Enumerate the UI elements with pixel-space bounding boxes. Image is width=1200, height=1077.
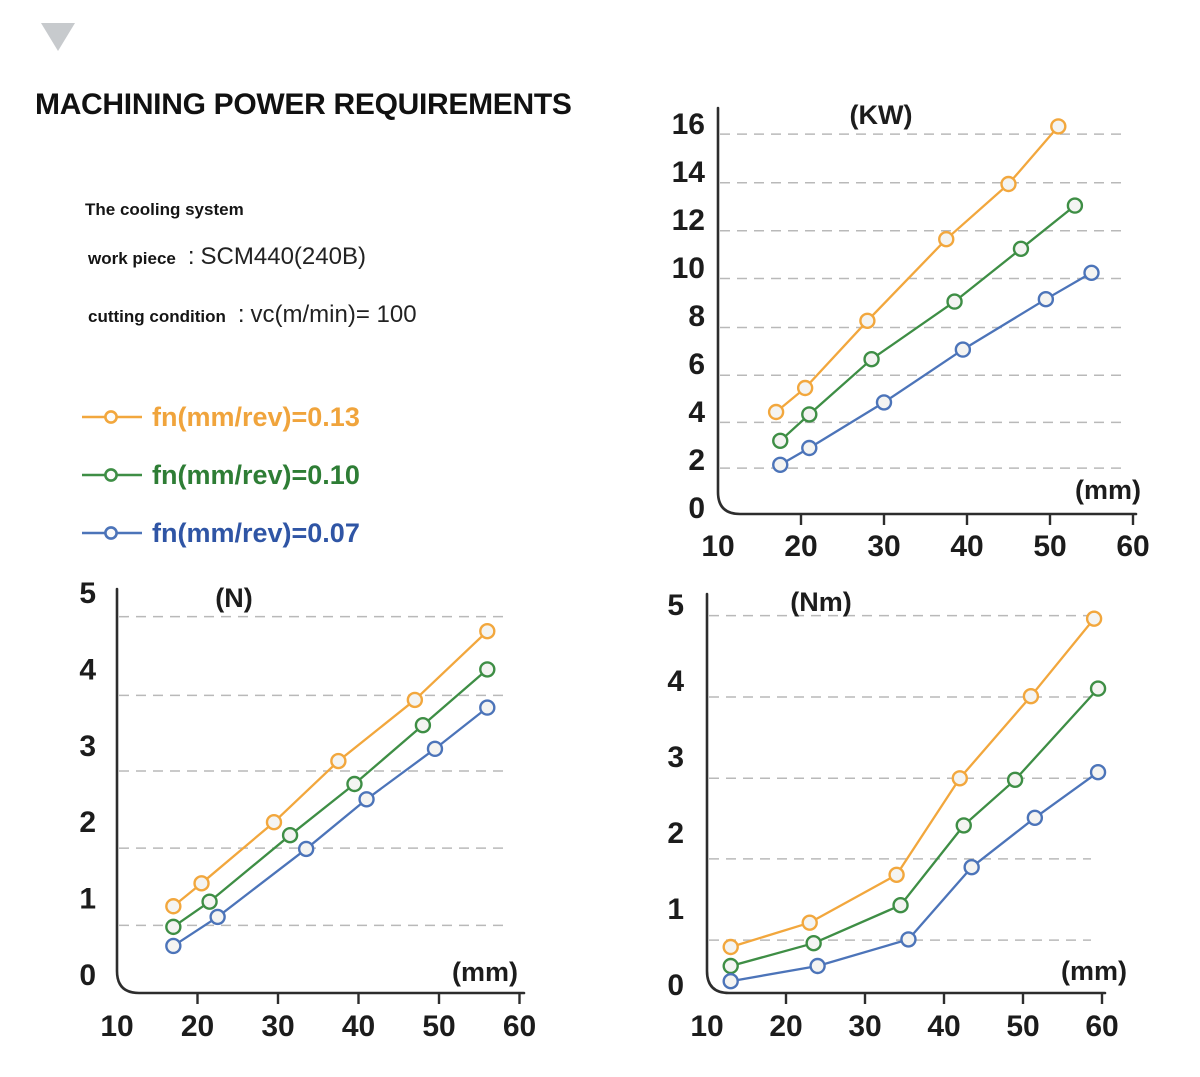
cutting-condition-value: vc(m/min)= 100 [250,301,417,328]
svg-text:3: 3 [79,730,96,763]
svg-text:40: 40 [950,530,983,563]
info-cooling-system: The cooling system [85,200,244,219]
svg-text:5: 5 [79,577,96,610]
svg-text:20: 20 [181,1010,214,1043]
legend-marker-icon [82,526,142,540]
power-kw-chart: 10 20 30 40 50 60 0 2 4 6 8 10 12 14 16 (KW) (mm) [672,100,1150,563]
svg-text:(Nm): (Nm) [790,587,852,617]
svg-text:20: 20 [769,1010,802,1043]
svg-text:1: 1 [79,883,96,916]
legend-item-fn-007: fn(mm/rev)=0.07 [80,504,360,562]
svg-text:50: 50 [1006,1010,1039,1043]
svg-text:3: 3 [667,741,684,774]
svg-text:60: 60 [1085,1010,1118,1043]
info-cutting-condition: cutting condition : vc(m/min)= 100 [88,301,417,329]
page-title: MACHINING POWER REQUIREMENTS [35,88,572,121]
svg-text:10: 10 [701,530,734,563]
svg-text:40: 40 [927,1010,960,1043]
svg-text:40: 40 [342,1010,375,1043]
legend-item-fn-013: fn(mm/rev)=0.13 [80,388,360,446]
svg-text:0: 0 [688,492,705,525]
work-piece-colon: : [187,243,195,270]
brand-triangle-icon [41,23,75,51]
force-n-chart: 10 20 30 40 50 60 0 1 2 3 4 5 (N) (mm) [79,577,536,1043]
svg-text:(mm): (mm) [1075,475,1141,505]
svg-text:10: 10 [100,1010,133,1043]
svg-text:0: 0 [79,959,96,992]
svg-text:6: 6 [688,348,705,381]
svg-text:(KW): (KW) [850,100,913,130]
svg-text:4: 4 [688,396,705,429]
svg-text:60: 60 [503,1010,536,1043]
legend-label: fn(mm/rev)=0.10 [152,459,360,490]
svg-text:30: 30 [261,1010,294,1043]
cutting-condition-colon: : [237,301,245,328]
svg-text:30: 30 [867,530,900,563]
svg-text:10: 10 [690,1010,723,1043]
legend-marker-icon [82,468,142,482]
work-piece-value: SCM440(240B) [200,243,366,270]
svg-text:1: 1 [667,893,684,926]
svg-text:4: 4 [667,665,684,698]
svg-text:30: 30 [848,1010,881,1043]
svg-text:50: 50 [1033,530,1066,563]
svg-text:(mm): (mm) [1061,956,1127,986]
svg-text:(N): (N) [215,583,252,613]
svg-text:8: 8 [688,300,705,333]
svg-text:10: 10 [672,252,705,285]
svg-text:2: 2 [688,444,705,477]
svg-text:0: 0 [667,969,684,1002]
work-piece-label: work piece [88,249,176,268]
chart-legend: fn(mm/rev)=0.13 fn(mm/rev)=0.10 fn(mm/re… [80,388,360,562]
info-work-piece: work piece : SCM440(240B) [88,243,366,271]
legend-item-fn-010: fn(mm/rev)=0.10 [80,446,360,504]
svg-text:20: 20 [784,530,817,563]
svg-text:5: 5 [667,589,684,622]
svg-text:(mm): (mm) [452,957,518,987]
svg-text:60: 60 [1116,530,1149,563]
svg-text:2: 2 [79,806,96,839]
cutting-condition-label: cutting condition [88,307,226,326]
svg-text:50: 50 [422,1010,455,1043]
legend-label: fn(mm/rev)=0.07 [152,517,360,548]
torque-nm-chart: 10 20 30 40 50 60 0 1 2 3 4 5 (Nm) (mm) [667,587,1127,1043]
legend-marker-icon [82,410,142,424]
legend-label: fn(mm/rev)=0.13 [152,401,360,432]
svg-text:16: 16 [672,108,705,141]
svg-text:2: 2 [667,817,684,850]
svg-text:4: 4 [79,653,96,686]
svg-text:14: 14 [672,156,706,189]
svg-text:12: 12 [672,204,705,237]
